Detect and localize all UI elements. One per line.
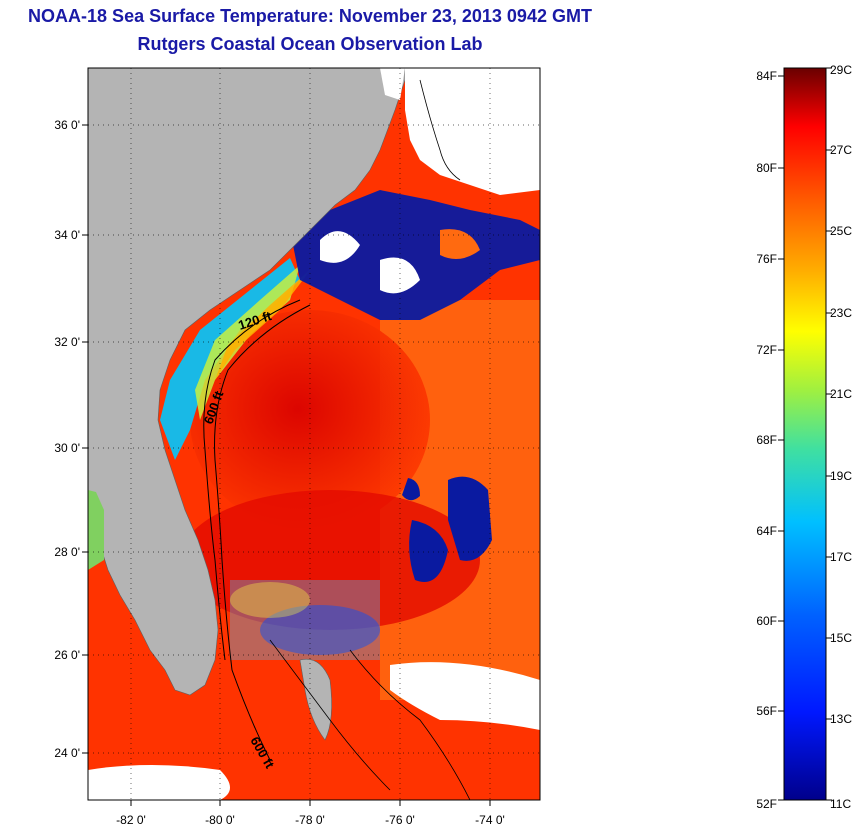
cold-water-patch: [290, 190, 540, 320]
cloud-cover-north: [405, 68, 540, 195]
colorbar-c-label: 25C: [830, 224, 852, 238]
cold-eddy: [448, 476, 492, 561]
colorbar-c-label: 21C: [830, 387, 852, 401]
colorbar-f-label: 80F: [756, 161, 777, 175]
isobath-600ft: [214, 304, 311, 761]
colorbar-f-label: 76F: [756, 252, 777, 266]
graticule: [88, 68, 540, 800]
isobath-120ft: [203, 299, 301, 661]
sst-map: [88, 68, 540, 800]
lat-tick-label: 28 0': [54, 545, 80, 559]
colorbar-c-label: 15C: [830, 631, 852, 645]
colorbar-c-label: 17C: [830, 550, 852, 564]
colorbar-f-label: 84F: [756, 69, 777, 83]
colorbar-f-label: 64F: [756, 524, 777, 538]
map-subtitle: Rutgers Coastal Ocean Observation Lab: [137, 34, 483, 54]
cloud-cover: [390, 662, 540, 730]
colorbar-c-label: 27C: [830, 143, 852, 157]
colorbar-f-label: 56F: [756, 704, 777, 718]
lon-tick-label: -78 0': [295, 813, 325, 827]
land-mass: [88, 68, 406, 696]
colorbar-c-label: 13C: [830, 712, 852, 726]
colorbar-c-label: 29C: [830, 63, 852, 77]
lon-tick-label: -76 0': [385, 813, 415, 827]
lon-tick-label: -74 0': [475, 813, 505, 827]
colorbar-f-label: 60F: [756, 614, 777, 628]
lon-tick-label: -82 0': [116, 813, 146, 827]
lat-tick-label: 26 0': [54, 648, 80, 662]
colorbar: [783, 67, 827, 801]
lat-tick-label: 24 0': [54, 746, 80, 760]
map-title: NOAA-18 Sea Surface Temperature: Novembe…: [28, 6, 592, 26]
lat-tick-label: 36 0': [54, 118, 80, 132]
colorbar-f-label: 52F: [756, 797, 777, 811]
colorbar-c-label: 19C: [830, 469, 852, 483]
colorbar-c-label: 11C: [830, 797, 851, 811]
map-frame: [87, 67, 541, 801]
lat-tick-label: 30 0': [54, 441, 80, 455]
lat-tick-label: 32 0': [54, 335, 80, 349]
lon-tick-label: -80 0': [205, 813, 235, 827]
colorbar-f-label: 72F: [756, 343, 777, 357]
lat-tick-label: 34 0': [54, 228, 80, 242]
colorbar-c-label: 23C: [830, 306, 852, 320]
colorbar-f-label: 68F: [756, 433, 777, 447]
